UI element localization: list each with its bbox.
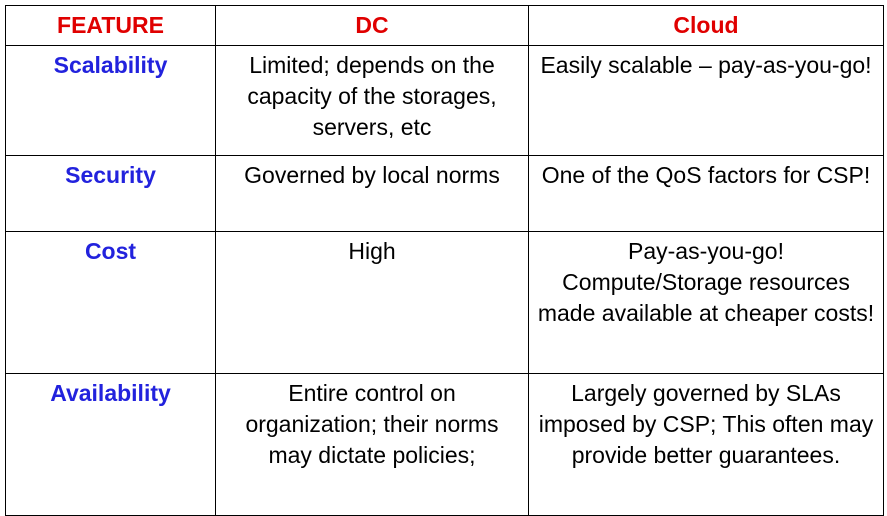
feature-cell: Security [5, 155, 216, 232]
header-row: FEATURE DC Cloud [5, 5, 884, 46]
table-row: Security Governed by local norms One of … [5, 155, 884, 232]
feature-cell: Cost [5, 231, 216, 374]
dc-cell: Governed by local norms [215, 155, 529, 232]
feature-cell: Scalability [5, 45, 216, 156]
cloud-cell: Largely governed by SLAs imposed by CSP;… [528, 373, 884, 516]
header-dc: DC [215, 5, 529, 46]
cloud-cell: One of the QoS factors for CSP! [528, 155, 884, 232]
feature-cell: Availability [5, 373, 216, 516]
table-row: Scalability Limited; depends on the capa… [5, 45, 884, 156]
table-row: Cost High Pay-as-you-go! Compute/Storage… [5, 231, 884, 374]
dc-cell: Limited; depends on the capacity of the … [215, 45, 529, 156]
header-cloud: Cloud [528, 5, 884, 46]
cloud-cell: Pay-as-you-go! Compute/Storage resources… [528, 231, 884, 374]
cloud-cell: Easily scalable – pay-as-you-go! [528, 45, 884, 156]
comparison-table: FEATURE DC Cloud Scalability Limited; de… [5, 5, 884, 516]
dc-cell: High [215, 231, 529, 374]
table-row: Availability Entire control on organizat… [5, 373, 884, 516]
header-feature: FEATURE [5, 5, 216, 46]
dc-cell: Entire control on organization; their no… [215, 373, 529, 516]
